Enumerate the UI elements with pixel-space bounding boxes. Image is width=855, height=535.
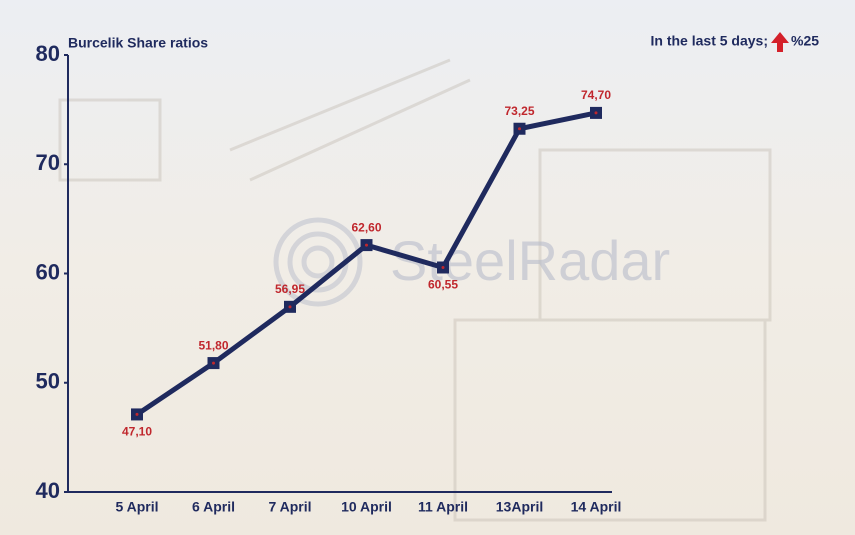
x-tick-label: 7 April: [268, 499, 311, 515]
annotation-value: %25: [791, 33, 819, 49]
marker-dot: [135, 412, 139, 416]
marker-dot: [365, 243, 368, 247]
data-label: 47,10: [122, 425, 152, 439]
data-label: 62,60: [351, 220, 381, 234]
x-tick-label: 6 April: [192, 499, 235, 515]
annotation-text: In the last 5 days;: [651, 33, 768, 49]
marker-dot: [594, 111, 598, 115]
x-tick-label: 13April: [496, 499, 543, 515]
x-tick-label: 14 April: [571, 499, 622, 515]
x-tick-label: 10 April: [341, 499, 392, 515]
data-label: 60,55: [428, 278, 458, 292]
data-label: 74,70: [581, 88, 611, 102]
y-tick-label: 80: [36, 41, 60, 66]
data-label: 56,95: [275, 282, 305, 296]
data-label: 51,80: [198, 338, 228, 352]
marker-dot: [288, 305, 292, 309]
marker-dot: [441, 265, 445, 269]
up-arrow: [771, 32, 789, 52]
y-tick-label: 70: [36, 150, 60, 175]
x-tick-label: 11 April: [418, 499, 468, 515]
marker-dot: [518, 127, 521, 131]
x-tick-label: 5 April: [115, 499, 158, 515]
data-label: 73,25: [504, 104, 534, 118]
y-tick-label: 60: [36, 259, 60, 284]
y-tick-label: 50: [36, 369, 60, 394]
background-structure: [58, 58, 772, 522]
y-tick-label: 40: [36, 478, 60, 503]
chart-title: Burcelik Share ratios: [68, 35, 208, 51]
marker-dot: [212, 361, 215, 365]
watermark: SteelRadar: [390, 229, 670, 292]
